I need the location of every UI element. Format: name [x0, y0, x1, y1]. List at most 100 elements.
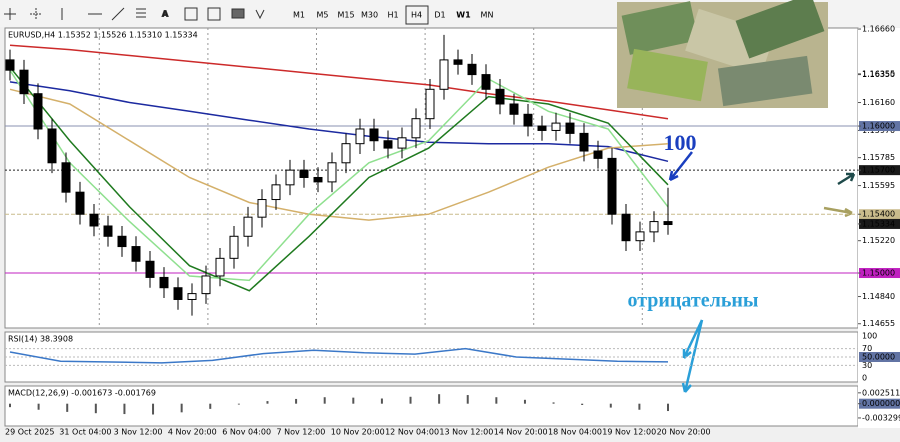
candle-body	[579, 132, 589, 152]
candle-body	[383, 140, 393, 149]
indicator-line	[9, 88, 669, 221]
price-label: 1.16160	[862, 98, 895, 107]
time-label: 6 Nov 04:00	[222, 428, 271, 437]
candle-body	[551, 122, 561, 131]
price-label: 1.16350	[862, 70, 895, 79]
candle-body	[159, 276, 169, 289]
selected-timeframe	[405, 5, 429, 25]
indicator-line	[9, 81, 669, 163]
annotation: 100	[664, 130, 697, 155]
svg-text:A: A	[162, 10, 169, 19]
timeframe-button[interactable]: W1	[456, 11, 471, 20]
candle-body	[243, 216, 253, 237]
indicator-line	[9, 347, 669, 364]
candle-body	[481, 74, 491, 90]
price-label: 1.15400	[862, 210, 895, 219]
candle-body	[33, 93, 43, 130]
rsi-tick-label: 0	[862, 374, 867, 383]
candle-body	[593, 150, 603, 159]
price-label: 1.16355	[862, 69, 895, 78]
candle-body	[299, 169, 309, 178]
timeframe-button[interactable]: M15	[337, 11, 354, 20]
chart-header: EURUSD,H4 1.15352 1.15526 1.15310 1.1533…	[8, 31, 198, 40]
price-label: 1.16660	[862, 25, 895, 34]
price-label: 1.15000	[862, 269, 895, 278]
annotation: отрицательны	[627, 290, 758, 312]
money-picture	[617, 0, 828, 108]
candle-body	[229, 235, 239, 259]
price-label-bg	[859, 121, 900, 132]
price-label-bg	[859, 165, 900, 176]
candle-body	[187, 293, 197, 300]
price-label-bg	[859, 209, 900, 220]
candle-body	[355, 128, 365, 145]
timeframe-button[interactable]: M5	[317, 11, 329, 20]
rsi-pane	[4, 331, 859, 383]
time-label: 14 Nov 20:00	[494, 428, 548, 437]
timeframe-button[interactable]: MN	[481, 11, 494, 20]
candle-body	[145, 260, 155, 278]
candle-body	[411, 118, 421, 139]
time-label: 12 Nov 04:00	[385, 428, 439, 437]
time-label: 10 Nov 20:00	[331, 428, 385, 437]
timeframe-button[interactable]: D1	[434, 11, 445, 20]
rsi-tick-label: 30	[862, 361, 872, 370]
time-label: 18 Nov 04:00	[548, 428, 602, 437]
timeframe-button[interactable]: M30	[361, 11, 378, 20]
candle-body	[19, 69, 29, 95]
candle-body	[467, 63, 477, 76]
candle-body	[635, 231, 645, 242]
time-label: 20 Nov 20:00	[657, 428, 711, 437]
indicator-line	[9, 69, 669, 282]
time-label: 4 Nov 20:00	[168, 428, 217, 437]
time-label: 3 Nov 12:00	[114, 428, 163, 437]
time-label: 7 Nov 12:00	[277, 428, 326, 437]
rsi-label-bg	[859, 352, 900, 362]
candle-body	[173, 287, 183, 300]
macd-tick-label: 0.002511	[862, 388, 900, 397]
price-label: 1.14655	[862, 319, 895, 328]
candle-body	[425, 88, 435, 120]
price-label: 1.15220	[862, 236, 895, 245]
rsi-tick-label: 70	[862, 344, 872, 353]
candle-body	[341, 143, 351, 164]
candle-body	[621, 213, 631, 242]
candle-body	[439, 59, 449, 90]
candle-body	[523, 113, 533, 127]
candle-body	[75, 191, 85, 215]
macd-pane	[4, 385, 859, 427]
candle-body	[537, 125, 547, 131]
candle-body	[663, 221, 673, 226]
candle-body	[369, 128, 379, 142]
candle-body	[453, 59, 463, 65]
price-label: 1.15595	[862, 181, 895, 190]
candle-body	[271, 184, 281, 201]
macd-tick-label: -0.003299	[862, 413, 900, 422]
price-label-bg	[859, 268, 900, 279]
indicator-line	[9, 44, 669, 120]
price-label: 1.16000	[862, 122, 895, 131]
timeframe-button[interactable]: M1	[293, 11, 305, 20]
time-label: 19 Nov 12:00	[602, 428, 656, 437]
time-label: 13 Nov 12:00	[439, 428, 493, 437]
timeframe-button[interactable]: H4	[411, 11, 422, 20]
candle-body	[509, 103, 519, 115]
candle-body	[327, 162, 337, 183]
candle-body	[201, 275, 211, 295]
price-label: 1.15334	[862, 219, 895, 228]
candle-body	[649, 221, 659, 233]
candle-body	[131, 246, 141, 262]
macd-label-bg	[859, 398, 900, 409]
candle-body	[257, 199, 267, 218]
timeframe-button[interactable]: H1	[387, 11, 398, 20]
indicator-line	[9, 66, 669, 292]
price-label-bg	[859, 218, 900, 229]
rsi-label: RSI(14) 38.3908	[8, 335, 73, 344]
rsi-tick-label: 100	[862, 332, 877, 341]
price-label: 1.14840	[862, 292, 895, 301]
candle-body	[61, 162, 71, 193]
candle-body	[89, 213, 99, 227]
price-label: 1.15700	[862, 166, 895, 175]
price-label: 1.15785	[862, 153, 895, 162]
